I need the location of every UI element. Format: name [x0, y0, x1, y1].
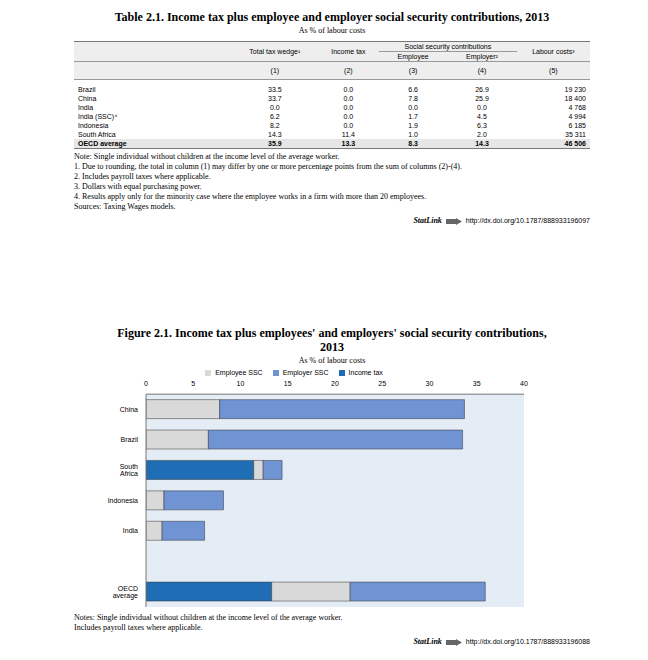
- svg-text:10: 10: [237, 380, 245, 387]
- html-text:Income tax: Income tax: [348, 369, 383, 376]
- html-text:0.0: 0.0: [477, 104, 487, 111]
- html-text:China: China: [78, 95, 97, 102]
- html-text:2.0: 2.0: [477, 131, 487, 138]
- html-text:25.9: 25.9: [475, 95, 489, 102]
- html-text:Employee SSC: Employee SSC: [215, 369, 263, 376]
- html-text:4. Results apply only for the: 4. Results apply only for the minority c…: [74, 192, 427, 201]
- html-text:Note: Single individual withou: Note: Single individual without children…: [74, 152, 340, 161]
- html-text:Income tax: Income tax: [331, 48, 366, 55]
- html-text:1.0: 1.0: [408, 131, 418, 138]
- html-text:1.7: 1.7: [408, 113, 418, 120]
- html-text:Employer²: Employer²: [466, 53, 498, 60]
- html-text:0.0: 0.0: [343, 86, 354, 93]
- html-text:33.7: 33.7: [268, 95, 282, 102]
- svg-text:5: 5: [191, 380, 195, 387]
- html-text:19 230: 19 230: [564, 86, 586, 93]
- html-text:0.0: 0.0: [343, 113, 354, 120]
- svg-text:Brazil: Brazil: [120, 436, 138, 443]
- html-text:Brazil: Brazil: [78, 86, 96, 93]
- html-text:0.0: 0.0: [343, 95, 354, 102]
- html-text:6.6: 6.6: [408, 86, 418, 93]
- html-text:(2): (2): [344, 67, 353, 74]
- html-text:7.8: 7.8: [408, 95, 418, 102]
- html-text:46 506: 46 506: [564, 140, 586, 147]
- html-text:35 311: 35 311: [565, 131, 586, 138]
- html-text:1. Due to rounding, the total: 1. Due to rounding, the total in column …: [74, 162, 462, 171]
- html-text:8.2: 8.2: [270, 122, 280, 129]
- html-text:26.9: 26.9: [475, 86, 489, 93]
- html-text:6.2: 6.2: [270, 113, 280, 120]
- html-text:StatLink: StatLink: [413, 637, 442, 646]
- html-text:South Africa: South Africa: [78, 131, 116, 138]
- html-text:14.3: 14.3: [475, 140, 489, 147]
- html-text:4 768: 4 768: [568, 104, 586, 111]
- svg-text:India: India: [123, 527, 138, 534]
- html-text:Social security contributions: Social security contributions: [404, 43, 492, 50]
- html-text:33.5: 33.5: [268, 86, 282, 93]
- html-text:8.3: 8.3: [408, 140, 418, 147]
- svg-text:15: 15: [284, 380, 292, 387]
- html-text:Figure 2.1. Income tax plus em: Figure 2.1. Income tax plus employees' a…: [117, 326, 547, 354]
- html-text:Total tax wedge¹: Total tax wedge¹: [249, 48, 301, 55]
- svg-text:0: 0: [144, 380, 148, 387]
- html-text:Employee: Employee: [397, 53, 429, 60]
- html-text:(1): (1): [270, 67, 280, 74]
- html-text:Employer SSC: Employer SSC: [282, 369, 329, 376]
- html-text:Labour costs³: Labour costs³: [532, 48, 575, 55]
- html-text:(3): (3): [408, 67, 418, 74]
- html-text:18 400: 18 400: [564, 95, 586, 102]
- html-text:4 994: 4 994: [568, 113, 586, 120]
- html-text:0.0: 0.0: [270, 104, 280, 111]
- html-text:StatLink: StatLink: [413, 216, 442, 225]
- svg-text:Indonesia: Indonesia: [108, 497, 138, 504]
- html-text:India: India: [78, 104, 94, 111]
- html-text:14.3: 14.3: [268, 131, 282, 138]
- html-text:4.5: 4.5: [477, 113, 487, 120]
- svg-text:OECDaverage: OECDaverage: [113, 585, 138, 600]
- html-text:6.3: 6.3: [477, 122, 487, 129]
- html-text:OECD average: OECD average: [78, 140, 127, 147]
- html-text:http://dx.doi.org/10.1787/8889: http://dx.doi.org/10.1787/888933196097: [465, 217, 590, 224]
- html-text:Sources: Taxing Wages models.: Sources: Taxing Wages models.: [74, 202, 176, 211]
- html-text:0.0: 0.0: [343, 104, 354, 111]
- html-text:India (SSC)⁴: India (SSC)⁴: [78, 113, 118, 120]
- svg-text:SouthAfrica: SouthAfrica: [120, 463, 138, 477]
- svg-text:China: China: [120, 406, 138, 413]
- svg-text:25: 25: [378, 380, 386, 387]
- svg-text:30: 30: [426, 380, 434, 387]
- html-text:Includes payroll taxes where a: Includes payroll taxes where applicable.: [74, 623, 203, 632]
- html-text:35.9: 35.9: [268, 140, 282, 147]
- html-text:6 185: 6 185: [568, 122, 586, 129]
- html-text:2. Includes payroll taxes wher: 2. Includes payroll taxes where applicab…: [74, 172, 211, 181]
- svg-text:40: 40: [520, 380, 528, 387]
- html-text:As % of labour costs: As % of labour costs: [298, 356, 366, 365]
- html-text:(4): (4): [477, 67, 487, 74]
- html-text:Indonesia: Indonesia: [78, 122, 109, 129]
- html-text:13.3: 13.3: [341, 140, 356, 147]
- html-text:http://dx.doi.org/10.1787/8889: http://dx.doi.org/10.1787/888933196088: [465, 638, 590, 645]
- html-text:1.9: 1.9: [408, 122, 418, 129]
- html-text:3. Dollars with equal purchasi: 3. Dollars with equal purchasing power.: [74, 182, 202, 191]
- html-text:0.0: 0.0: [408, 104, 418, 111]
- html-text:As % of labour costs: As % of labour costs: [298, 26, 366, 35]
- html-text:0.0: 0.0: [343, 122, 354, 129]
- svg-text:35: 35: [473, 380, 481, 387]
- html-text:Table 2.1. Income tax plus emp: Table 2.1. Income tax plus employee and …: [114, 10, 550, 24]
- html-text:11.4: 11.4: [341, 131, 355, 138]
- html-text:Notes: Single individual witho: Notes: Single individual without childre…: [74, 613, 343, 622]
- html-text:(5): (5): [549, 67, 558, 74]
- svg-text:20: 20: [331, 380, 339, 387]
